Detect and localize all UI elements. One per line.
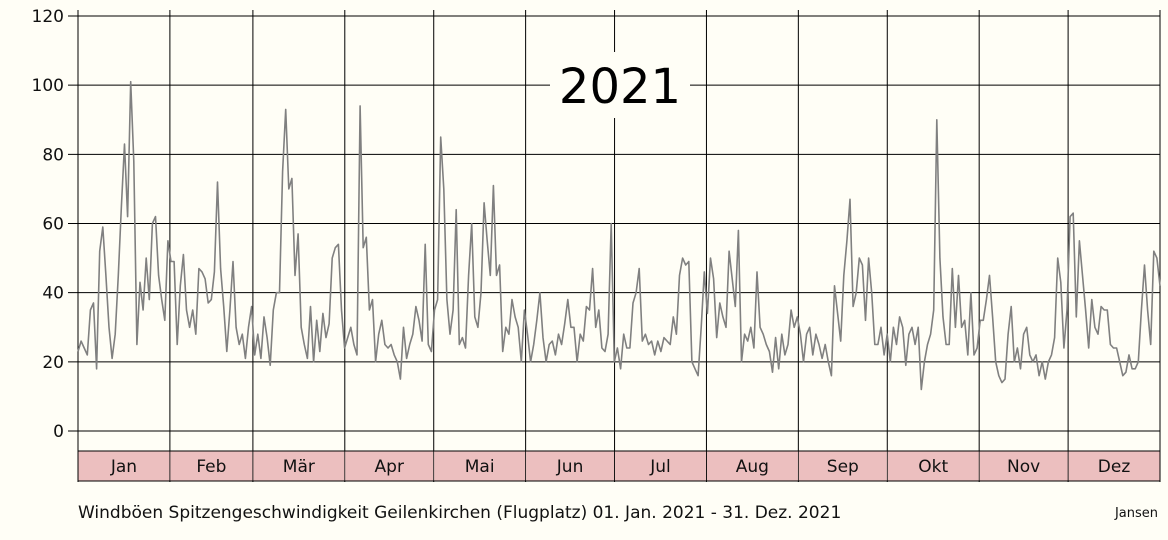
- month-label-1: Feb: [196, 457, 226, 477]
- month-cell-0: [78, 451, 170, 481]
- month-band: Jan Feb Mär Apr Mai Jun Jul Aug Sep Okt Nov Dez: [78, 450, 1160, 482]
- month-label-8: Sep: [827, 457, 859, 477]
- vertical-gridlines: [77, 10, 1161, 482]
- year-label-group: 2021: [550, 52, 690, 118]
- y-tick-label-80: 80: [42, 145, 64, 165]
- month-label-10: Nov: [1007, 457, 1040, 477]
- author-credit: Jansen: [1114, 506, 1158, 521]
- month-label-7: Aug: [736, 457, 769, 477]
- month-label-3: Apr: [375, 457, 404, 477]
- month-label-0: Jan: [110, 457, 137, 477]
- y-tick-label-0: 0: [53, 422, 64, 442]
- wind-gust-series-line: [77, 80, 1161, 391]
- month-cell-5: [526, 451, 615, 481]
- y-axis-ticks: 0 20 40 60 80 100 120: [32, 7, 64, 442]
- month-cell-6: [615, 451, 706, 481]
- month-label-9: Okt: [918, 457, 948, 477]
- y-tick-label-120: 120: [32, 7, 64, 27]
- y-tick-label-40: 40: [42, 284, 64, 304]
- month-cell-9: [887, 451, 979, 481]
- month-cell-8: [798, 451, 887, 481]
- y-tick-label-60: 60: [42, 215, 64, 235]
- month-cell-11: [1068, 451, 1160, 481]
- y-tick-label-20: 20: [42, 353, 64, 373]
- month-cell-7: [706, 451, 798, 481]
- month-label-5: Jun: [556, 457, 584, 477]
- month-label-11: Dez: [1098, 457, 1131, 477]
- y-tick-label-100: 100: [32, 76, 64, 96]
- month-label-6: Jul: [649, 457, 671, 477]
- month-cell-1: [170, 451, 253, 481]
- year-label-background: [550, 52, 690, 118]
- month-cell-2: [253, 451, 345, 481]
- month-cell-10: [979, 451, 1068, 481]
- year-label: 2021: [559, 59, 681, 115]
- month-cell-3: [345, 451, 434, 481]
- month-cell-4: [434, 451, 526, 481]
- month-label-2: Mär: [283, 457, 315, 477]
- month-label-4: Mai: [465, 457, 495, 477]
- series-line-group: [77, 80, 1161, 391]
- chart-caption: Windböen Spitzengeschwindigkeit Geilenki…: [78, 503, 842, 523]
